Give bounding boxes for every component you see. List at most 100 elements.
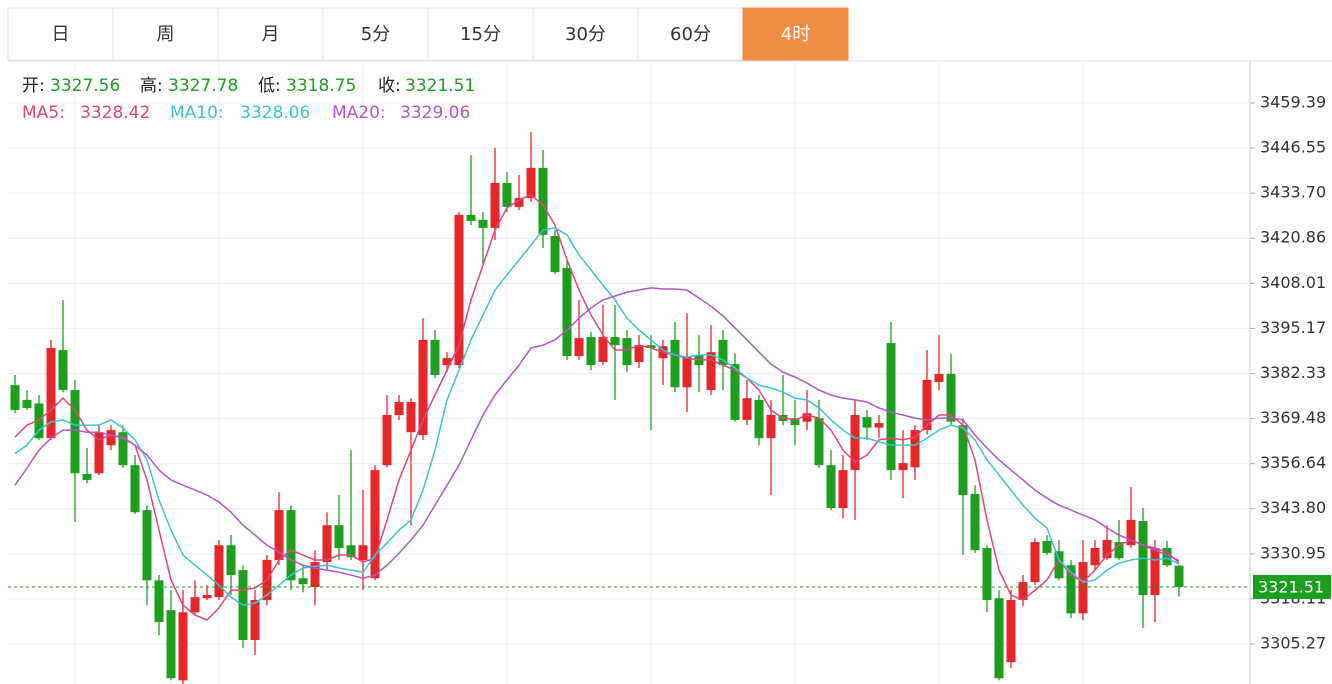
legend-label: MA20: — [332, 103, 386, 123]
candle-body — [94, 432, 104, 474]
candle-body — [898, 463, 908, 471]
candle-body — [382, 414, 392, 466]
candle-body — [634, 345, 644, 362]
tab-label[interactable]: 15分 — [460, 24, 501, 45]
y-tick-label: 3433.70 — [1260, 183, 1326, 202]
candle-body — [934, 373, 944, 383]
candle-body — [718, 339, 728, 366]
tab[interactable] — [7, 7, 114, 61]
candle-body — [322, 525, 332, 563]
y-tick-label: 3356.64 — [1260, 453, 1326, 472]
tab-label[interactable]: 4时 — [781, 24, 810, 45]
tab-label[interactable]: 5分 — [361, 24, 390, 45]
candle-body — [1054, 551, 1064, 579]
legend-value: 3329.06 — [400, 103, 470, 123]
tab[interactable] — [112, 7, 219, 61]
candle-body — [430, 339, 440, 375]
candle-body — [1078, 562, 1088, 614]
candle-body — [994, 598, 1004, 679]
candle-body — [646, 345, 656, 348]
y-tick-label: 3369.48 — [1260, 408, 1326, 427]
info-value: 3321.51 — [405, 76, 475, 96]
candle-body — [202, 595, 212, 599]
candle-body — [334, 525, 344, 549]
info-value: 3327.78 — [168, 76, 238, 96]
candle-body — [442, 358, 452, 366]
candle-body — [478, 219, 488, 228]
info-bar: 开: 3327.56 高: 3327.78 低: 3318.75 收: 3321.51 MA5:… — [22, 76, 475, 123]
candle-body — [598, 337, 608, 362]
candle-body — [1066, 565, 1076, 614]
candle-body — [706, 352, 716, 391]
candle-body — [178, 612, 188, 681]
info-label: 高: — [140, 76, 163, 96]
last-price-box — [1253, 574, 1331, 599]
candle-body — [922, 379, 932, 431]
candle-body — [70, 390, 80, 474]
candle-body — [190, 597, 200, 613]
candle-body — [730, 364, 740, 420]
candle-body — [826, 465, 836, 509]
candle-body — [982, 548, 992, 600]
moving-average-line — [14, 194, 1180, 621]
y-axis: 3459.39 3446.55 3433.70 3420.86 3408.01 3395.… — [1249, 62, 1331, 684]
candle-body — [214, 545, 224, 598]
candle-body — [946, 373, 956, 422]
candle-body — [838, 470, 848, 509]
candle-body — [58, 350, 68, 391]
candle-body — [454, 214, 464, 366]
candle-body — [754, 399, 764, 439]
moving-average-line — [14, 227, 1180, 607]
y-tick-label: 3459.39 — [1260, 92, 1326, 111]
tab-label[interactable]: 30分 — [565, 24, 606, 45]
candle-body — [586, 337, 596, 366]
y-tick-label: 3446.55 — [1260, 138, 1326, 157]
y-tick-label: 3330.95 — [1260, 543, 1326, 562]
candle-body — [1174, 565, 1184, 587]
candle-body — [1042, 541, 1052, 553]
candle-body — [286, 510, 296, 581]
y-tick-label: 3420.86 — [1260, 228, 1326, 247]
candle-body — [790, 418, 800, 426]
candle-body — [82, 473, 92, 480]
legend-value: 3328.06 — [240, 103, 310, 123]
candle-body — [1114, 542, 1124, 559]
candle-body — [1150, 548, 1160, 596]
legend-label: MA5: — [22, 103, 65, 123]
tab-label[interactable]: 月 — [262, 24, 280, 45]
tab-label[interactable]: 日 — [52, 24, 70, 45]
tab-label[interactable]: 周 — [157, 24, 175, 45]
candle-body — [418, 339, 428, 436]
candle-body — [970, 493, 980, 551]
candle-body — [106, 430, 116, 446]
candle-body — [610, 337, 620, 346]
candle-body — [526, 167, 536, 199]
candle-body — [1090, 548, 1100, 566]
candle-body — [226, 545, 236, 576]
candle-body — [886, 343, 896, 471]
candle-body — [766, 414, 776, 439]
info-label: 收: — [378, 76, 401, 96]
candle-body — [466, 214, 476, 221]
candle-body — [910, 430, 920, 468]
moving-average-line — [14, 287, 1180, 579]
candle-body — [862, 417, 872, 428]
candle-body — [142, 510, 152, 581]
candle-body — [46, 347, 56, 439]
legend-value: 3328.42 — [80, 103, 150, 123]
y-tick-label: 3382.33 — [1260, 363, 1326, 382]
candle-body — [130, 465, 140, 513]
tab-label[interactable]: 60分 — [670, 24, 711, 45]
candle-body — [394, 402, 404, 415]
candle-body — [34, 403, 44, 439]
tab-active[interactable] — [742, 7, 849, 61]
candle-body — [1162, 548, 1172, 566]
candle-body — [274, 510, 284, 560]
candle-body — [118, 432, 128, 466]
candle-body — [682, 356, 692, 388]
candle-body — [370, 470, 380, 579]
candle-body — [562, 267, 572, 357]
candle-body — [250, 599, 260, 640]
candle-body — [154, 580, 164, 623]
